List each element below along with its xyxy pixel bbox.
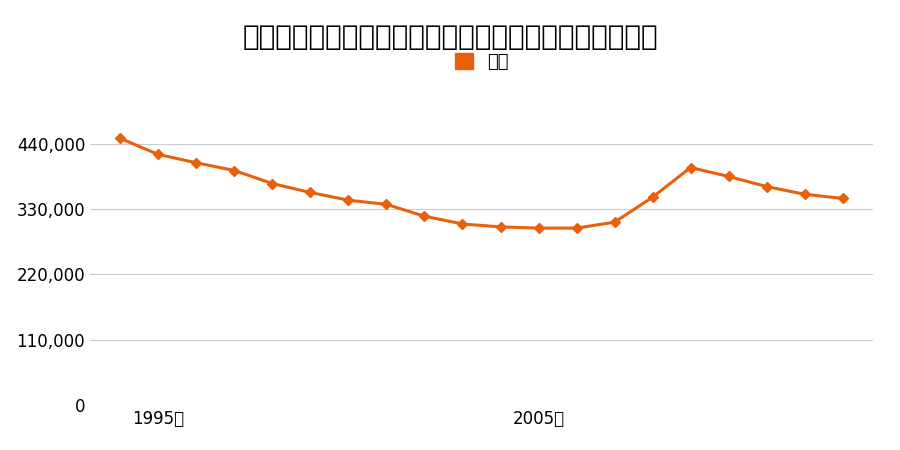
Text: 神奈川県横浜市青葉区新石川３丁目１６番７の地価推移: 神奈川県横浜市青葉区新石川３丁目１６番７の地価推移 xyxy=(242,22,658,50)
Legend: 価格: 価格 xyxy=(447,46,516,78)
